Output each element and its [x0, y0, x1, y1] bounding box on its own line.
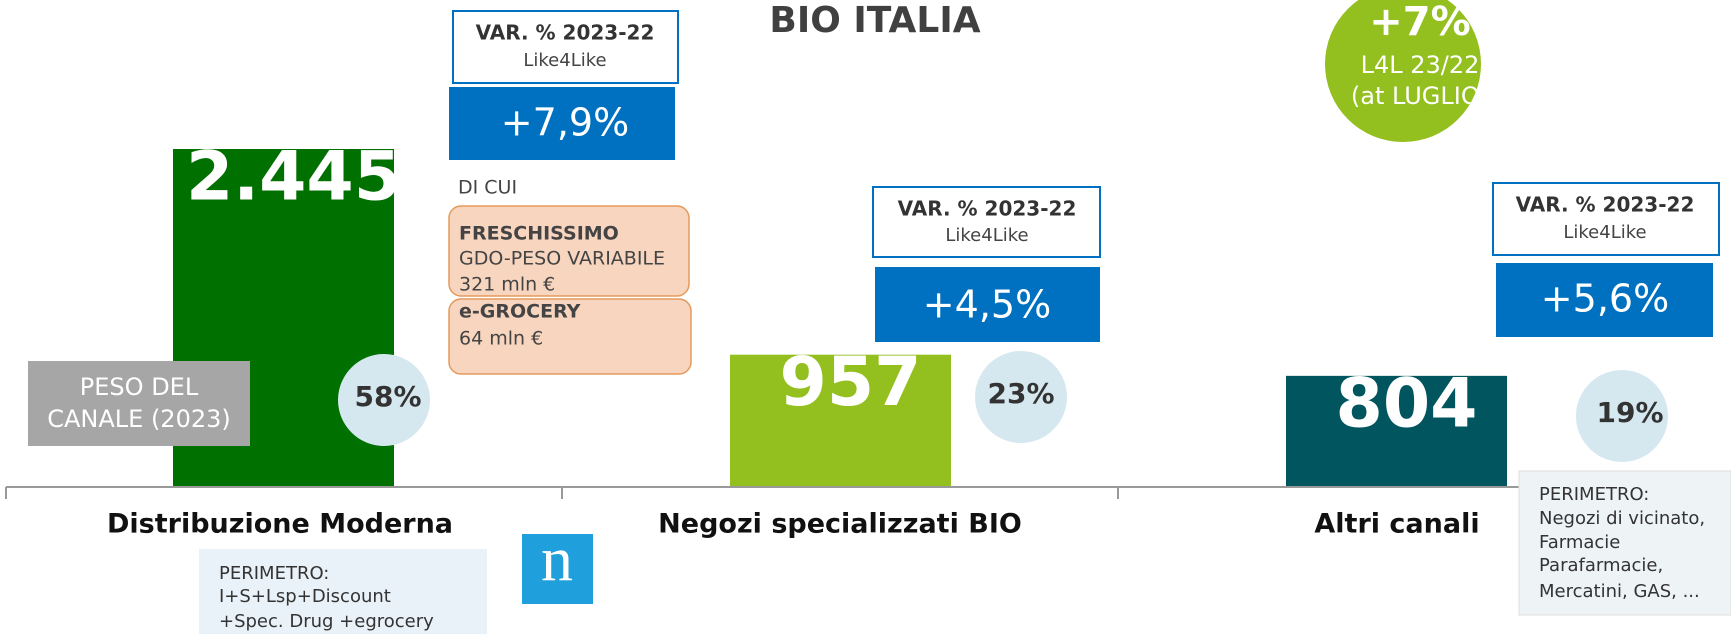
perimeter-line: I+S+Lsp+Discount [219, 586, 391, 607]
value-label: 2.445 [186, 138, 401, 217]
logo: n [541, 524, 573, 595]
share-circle [338, 354, 430, 446]
var-sub: Like4Like [945, 225, 1028, 246]
var-sub: Like4Like [1563, 222, 1646, 243]
var-box [1492, 182, 1720, 256]
share-circle [1576, 370, 1668, 462]
headline-value: +7% [1369, 0, 1470, 45]
category-label: Altri canali [1314, 509, 1479, 540]
var-value-box [875, 267, 1100, 342]
var-value: +4,5% [923, 283, 1051, 327]
headline-badge [1325, 0, 1481, 142]
var-value-box [1496, 263, 1713, 337]
share-label-box [28, 361, 250, 446]
var-value-box [449, 87, 675, 160]
share: 58% [354, 380, 421, 413]
share-circle [975, 351, 1067, 443]
share: 23% [987, 377, 1054, 410]
breakdown-line: GDO-PESO VARIABILE [459, 248, 665, 270]
category-label: Distribuzione Moderna [107, 509, 453, 540]
breakdown-line: 64 mln € [459, 328, 543, 350]
var-value: +5,6% [1541, 277, 1669, 321]
perimeter-line: Farmacie [1539, 532, 1620, 553]
breakdown-heading: DI CUI [458, 177, 517, 199]
var-label: VAR. % 2023-22 [1516, 193, 1695, 217]
var-box [452, 10, 679, 84]
var-box [872, 186, 1101, 258]
breakdown-item: FRESCHISSIMO [459, 223, 619, 245]
logo-box [522, 534, 593, 604]
share: 19% [1596, 396, 1663, 429]
value-label: 957 [780, 343, 922, 422]
perimeter-box [199, 549, 487, 634]
share-label: PESO DEL [80, 373, 199, 401]
breakdown-item: e-GROCERY [459, 301, 581, 323]
var-sub: Like4Like [523, 50, 606, 71]
perimeter-box [1518, 470, 1731, 616]
headline-line: (at LUGLIO) [1351, 82, 1489, 110]
var-label: VAR. % 2023-22 [476, 21, 655, 45]
var-label: VAR. % 2023-22 [898, 197, 1077, 221]
perimeter-line: PERIMETRO: [1539, 484, 1649, 505]
perimeter-line: Negozi di vicinato, [1539, 508, 1705, 529]
value-label: 804 [1336, 364, 1478, 443]
category-label: Negozi specializzati BIO [658, 509, 1022, 540]
bar [730, 354, 951, 487]
bar [1286, 375, 1507, 487]
share-label: CANALE (2023) [47, 405, 231, 433]
perimeter-line: +Spec. Drug +egrocery [219, 611, 434, 632]
perimeter-line: Parafarmacie, [1539, 555, 1663, 576]
perimeter-line: Mercatini, GAS, ... [1539, 581, 1700, 602]
perimeter-line: PERIMETRO: [219, 563, 329, 584]
var-value: +7,9% [501, 101, 629, 145]
breakdown-line: 321 mln € [459, 274, 555, 296]
breakdown-box [448, 298, 692, 375]
title: BIO ITALIA [769, 0, 980, 41]
headline-line: L4L 23/22 [1361, 51, 1480, 79]
breakdown-box [448, 205, 690, 297]
